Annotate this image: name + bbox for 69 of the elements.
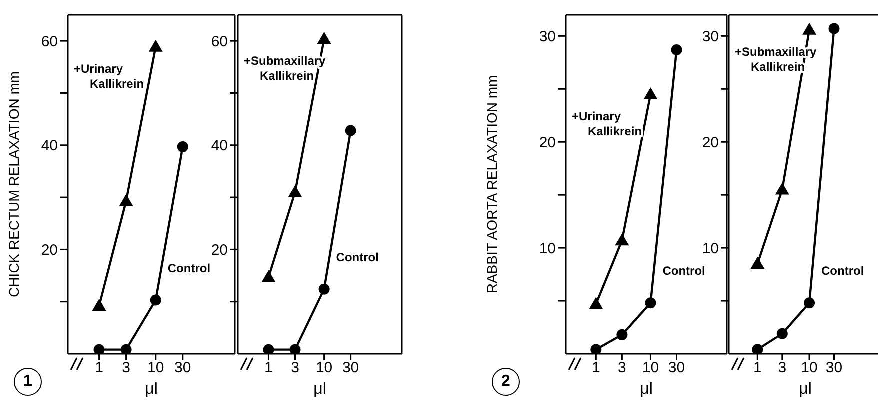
point — [750, 256, 765, 269]
point — [590, 344, 602, 354]
point — [150, 294, 162, 306]
x-tick-label: 10 — [148, 360, 164, 377]
y-tick-label: 10 — [539, 240, 556, 258]
point — [802, 22, 817, 35]
x-tick-label: 30 — [174, 360, 192, 377]
x-tick-label: 3 — [618, 360, 626, 377]
y-tick-label: 20 — [211, 242, 228, 260]
y-tick-label: 20 — [539, 134, 556, 152]
x-tick-label: 1 — [753, 360, 762, 377]
point — [262, 270, 276, 282]
y-tick-label: 40 — [41, 138, 58, 155]
point — [92, 299, 106, 312]
y-axis-title: RABBIT AORTA RELAXATION mm — [484, 75, 500, 294]
series-label: +Urinary Kallikrein — [572, 109, 642, 138]
series-label: Control — [336, 250, 379, 264]
y-tick-label: 10 — [702, 240, 719, 258]
series-label: Control — [168, 261, 211, 276]
y-tick-label: 40 — [211, 138, 228, 155]
x-tick-label: 1 — [264, 360, 273, 377]
y-tick-label: 20 — [41, 242, 58, 260]
point — [177, 141, 188, 152]
x-tick-label: 1 — [95, 360, 104, 377]
x-axis-title: μl — [314, 381, 326, 398]
x-axis-title: μl — [145, 381, 158, 398]
point — [589, 297, 604, 310]
y-tick-label: 60 — [211, 33, 228, 50]
point — [615, 234, 630, 246]
x-tick-label: 30 — [826, 360, 843, 377]
point — [317, 32, 332, 44]
y-tick-label: 20 — [702, 134, 719, 152]
x-tick-label: 10 — [801, 360, 818, 377]
x-tick-label: 1 — [592, 360, 600, 377]
x-tick-label: 3 — [122, 360, 130, 377]
point — [119, 194, 134, 206]
point — [828, 23, 840, 34]
point — [120, 344, 132, 354]
series-label: +Urinary Kallikrein — [74, 62, 144, 91]
point — [318, 284, 330, 295]
y-tick-label: 60 — [41, 33, 58, 50]
text: 2 — [492, 368, 520, 396]
y-tick-label: 30 — [702, 28, 719, 46]
point — [645, 298, 656, 309]
point — [148, 40, 163, 52]
point — [616, 329, 628, 340]
point — [752, 344, 764, 354]
point — [671, 44, 682, 56]
point — [263, 344, 274, 354]
x-tick-label: 10 — [642, 360, 660, 377]
point — [776, 328, 788, 340]
series-label: Control — [662, 264, 706, 278]
point — [804, 298, 816, 309]
point — [288, 185, 302, 198]
y-tick-label: 30 — [539, 28, 556, 46]
point — [345, 125, 356, 136]
point — [94, 344, 105, 354]
x-tick-label: 3 — [291, 360, 300, 377]
x-axis-title: μl — [640, 381, 653, 398]
point — [775, 182, 790, 195]
series-label: Control — [822, 264, 864, 278]
x-tick-label: 30 — [342, 360, 360, 377]
point — [644, 87, 658, 100]
x-axis-title: μl — [799, 381, 812, 398]
y-axis-title: CHICK RECTUM RELAXATION mm — [6, 71, 22, 298]
x-tick-label: 10 — [316, 360, 333, 377]
point — [290, 344, 301, 354]
x-tick-label: 30 — [668, 360, 686, 377]
x-tick-label: 3 — [778, 360, 787, 377]
